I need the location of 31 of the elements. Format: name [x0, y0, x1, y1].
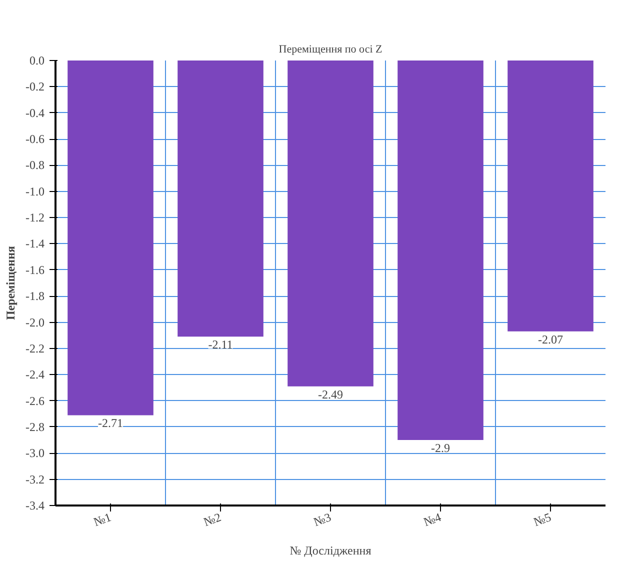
y-axis-title: Переміщення: [4, 246, 18, 320]
y-tick-label: -1.6: [26, 262, 45, 277]
data-label: -2.11: [208, 338, 233, 352]
x-tick-label: №2: [202, 510, 223, 530]
y-tick-label: -3.2: [26, 472, 45, 486]
y-tick-label: -3.0: [26, 446, 45, 460]
x-tick-label: №3: [312, 510, 333, 530]
y-tick-label: -2.8: [26, 420, 45, 434]
x-axis-title: № Дослідження: [290, 544, 372, 558]
y-tick-label: 0.0: [30, 54, 44, 68]
data-label: -2.71: [98, 416, 123, 430]
data-label: -2.49: [318, 387, 343, 402]
y-tick-label: -1.4: [26, 236, 45, 251]
chart-title: Переміщення по осі Z: [278, 44, 383, 56]
y-tick-label: -0.8: [26, 158, 45, 172]
y-tick-label: -1.2: [26, 210, 45, 225]
y-tick-label: -2.2: [26, 341, 45, 356]
y-tick-label: -3.4: [26, 498, 45, 512]
y-tick-label: -0.4: [26, 106, 45, 120]
x-tick-label: №5: [532, 510, 553, 530]
y-tick-label: -2.0: [26, 315, 45, 330]
y-tick-label: -0.2: [26, 80, 45, 94]
data-label: -2.9: [431, 441, 450, 456]
x-tick-label: №1: [92, 510, 113, 530]
y-tick-label: -0.6: [26, 132, 45, 146]
x-tick-label: №4: [422, 510, 443, 530]
y-tick-label: -1.8: [26, 289, 45, 304]
data-label: -2.07: [538, 332, 563, 346]
y-tick-label: -1.0: [26, 184, 45, 198]
y-tick-label: -2.4: [26, 368, 45, 382]
y-tick-label: -2.6: [26, 394, 45, 408]
